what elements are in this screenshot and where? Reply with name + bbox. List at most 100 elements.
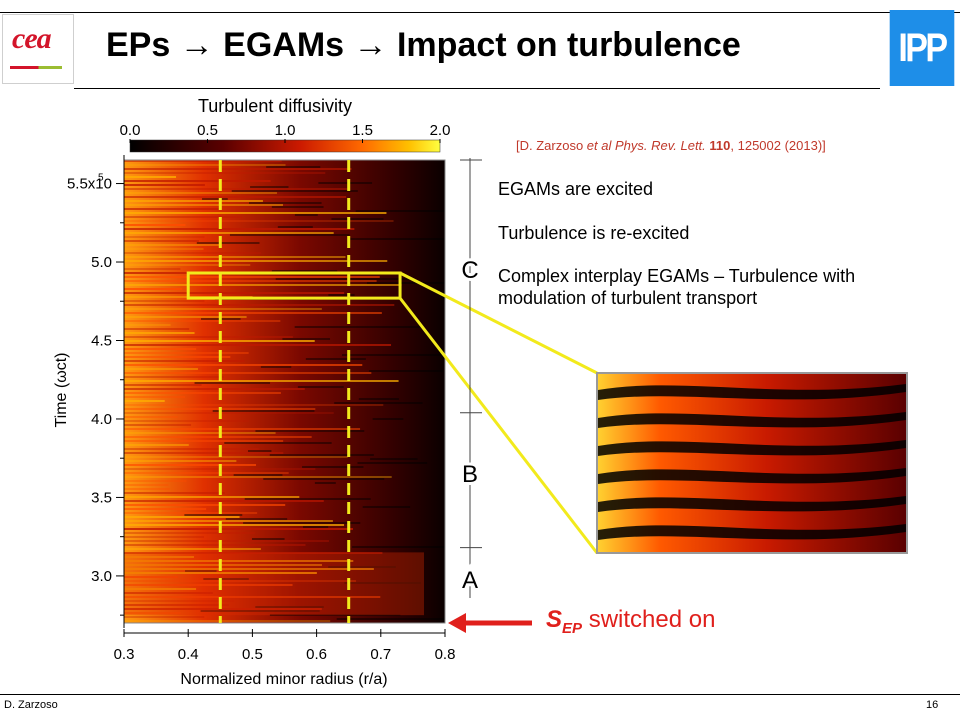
y-axis-label: Time (ωct): [53, 353, 70, 428]
heatmap-streak: [124, 512, 258, 514]
y-tick-label: 5.5x10: [67, 176, 112, 193]
inset-stripes: [598, 384, 906, 540]
heatmap-streak: [124, 608, 322, 610]
source-subscript: EP: [562, 619, 583, 637]
heatmap-streak: [124, 236, 205, 238]
heatmap-streak: [124, 584, 293, 586]
heatmap-streak: [124, 508, 207, 510]
heatmap-streak: [124, 336, 293, 338]
heatmap-streak: [124, 192, 277, 194]
heatmap-streak: [124, 392, 281, 394]
heatmap-streak: [124, 256, 346, 258]
y-tick-label: 3.0: [91, 568, 112, 585]
heatmap-dark-streak: [302, 466, 364, 468]
heatmap-dark-streak: [314, 482, 336, 484]
heatmap-streak: [124, 420, 249, 422]
citation-volume: 110: [709, 138, 731, 153]
heatmap-dark-streak: [229, 234, 350, 236]
heatmap-streak: [124, 532, 255, 534]
bullet-turbulence-reexcited: Turbulence is re-excited: [498, 223, 690, 243]
heatmap-dark-streak: [331, 218, 384, 220]
heatmap-streak: [124, 240, 199, 242]
top-rule: [0, 12, 960, 13]
heatmap-dark-streak: [271, 206, 324, 208]
heatmap-streak: [124, 264, 251, 266]
heatmap-streak: [124, 232, 334, 234]
heatmap-dark-streak: [277, 226, 313, 228]
heatmap-streak: [124, 592, 213, 594]
heatmap-dark-streak: [224, 442, 332, 444]
heatmap-streak: [124, 480, 187, 482]
heatmap-streak: [124, 548, 261, 550]
colorbar-tick-label: 0.5: [197, 122, 218, 139]
inset-dark-band: [598, 384, 906, 400]
heatmap-streak: [124, 168, 352, 170]
heatmap-dark-streak: [266, 166, 321, 168]
highlight-box: [186, 271, 402, 300]
heatmap-streak: [124, 568, 374, 570]
source-symbol: S: [546, 606, 563, 633]
heatmap-streak: [124, 268, 181, 270]
slide-title: EPs → EGAMs → Impact on turbulence: [106, 26, 741, 64]
citation-journal: et al Phys. Rev. Lett.: [586, 138, 706, 153]
heatmap-dark-streak: [247, 450, 272, 452]
heatmap-streak: [124, 428, 361, 430]
footer-rule: [0, 694, 960, 695]
heatmap-streak: [124, 308, 322, 310]
y-tick-exponent: 5: [98, 173, 104, 184]
heatmap-streak: [124, 320, 281, 322]
heatmap-dark-streak: [352, 546, 445, 548]
cea-logo: [2, 14, 74, 84]
heatmap-dark-streak: [336, 618, 445, 620]
heatmap-streak: [124, 292, 345, 294]
colorbar-tick-label: 1.5: [352, 122, 373, 139]
heatmap-dark-streak: [271, 270, 338, 272]
heatmap-dark-streak: [344, 582, 421, 584]
inset-background: [598, 374, 906, 552]
heatmap-dark-streak: [334, 402, 423, 404]
phase-label: A: [462, 567, 478, 594]
heatmap-dark-streak: [355, 210, 445, 212]
heatmap-streak: [124, 380, 399, 382]
heatmap-streak: [124, 204, 283, 206]
heatmap-streak: [124, 472, 289, 474]
heatmap-streak: [124, 212, 387, 214]
heatmap-streak: [124, 196, 347, 198]
heatmap-streak: [124, 476, 392, 478]
colorbar-tick-label: 0.0: [120, 122, 141, 139]
colorbar: 0.0 0.5 1.0 1.5 2.0: [120, 122, 450, 153]
heatmap-dark-streak: [185, 570, 217, 572]
heatmap-streak: [124, 400, 165, 402]
heatmap-streak: [124, 448, 260, 450]
heatmap-dark-streak: [248, 202, 322, 204]
heatmap-streak: [124, 288, 183, 290]
heatmap-dark-streak: [269, 454, 374, 456]
heatmap-streak: [124, 304, 395, 306]
heatmap-dark-streak: [200, 610, 320, 612]
heatmap-streak: [124, 460, 237, 462]
heatmap-streak: [124, 348, 197, 350]
heatmap-dark-streak: [328, 294, 355, 296]
heatmap-streak: [124, 436, 312, 438]
heatmap-streak: [124, 224, 186, 226]
heatmap-streak: [124, 252, 261, 254]
heatmap-dark-streak: [263, 478, 385, 480]
heatmap-streak: [124, 160, 282, 162]
heatmap-streak: [124, 180, 271, 182]
heatmap-dark-streak: [269, 614, 401, 616]
colorbar-tick-label: 1.0: [275, 122, 296, 139]
heatmap-streak: [124, 316, 247, 318]
x-tick-label: 0.6: [306, 646, 327, 663]
heatmap-streak: [124, 528, 353, 530]
heatmap-dark-streak: [328, 566, 396, 568]
y-tick-label: 3.5: [91, 489, 112, 506]
heatmap-streak: [124, 616, 205, 618]
heatmap-dark-streak: [231, 190, 358, 192]
heatmap-dark-streak: [318, 182, 373, 184]
heatmap-streak: [124, 280, 377, 282]
heatmap-dark-streak: [368, 370, 443, 372]
inset-zoom: [596, 372, 908, 554]
zoom-connector-bottom: [398, 297, 599, 554]
heatmap-streak: [124, 424, 192, 426]
heatmap-streak: [124, 184, 205, 186]
